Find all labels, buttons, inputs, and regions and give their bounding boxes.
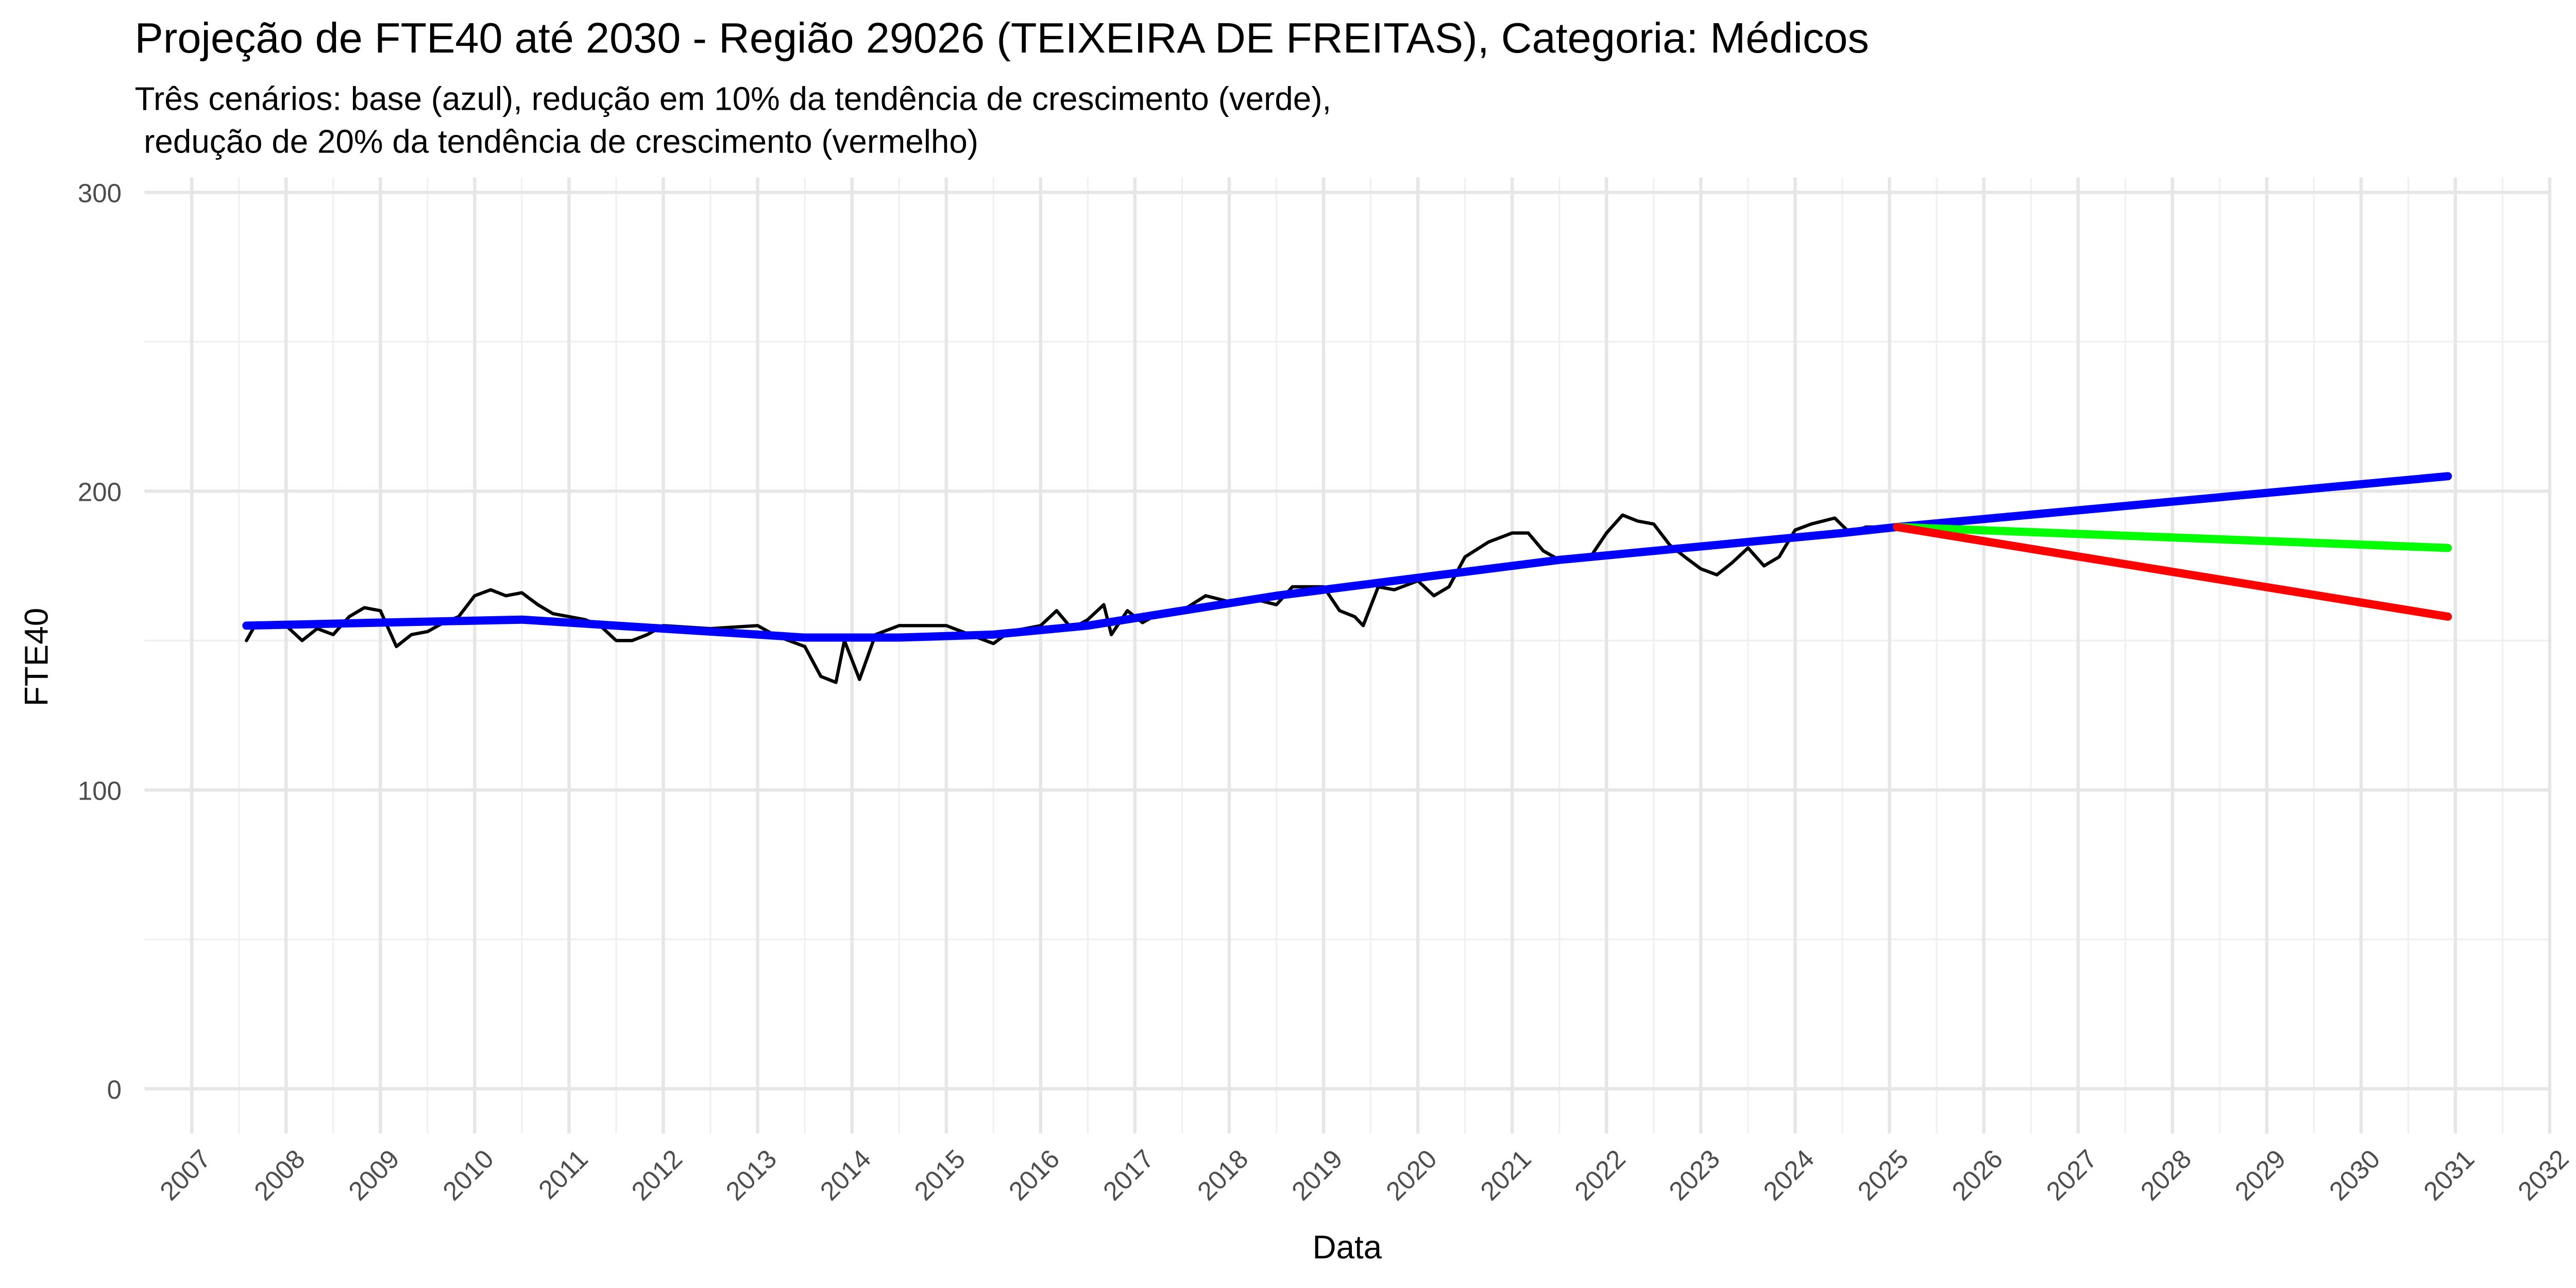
x-tick-label: 2018 [1192, 1144, 1254, 1206]
x-tick-label: 2032 [2512, 1144, 2574, 1206]
x-tick-label: 2007 [154, 1144, 216, 1206]
x-tick-label: 2031 [2418, 1144, 2480, 1206]
y-axis-title: FTE40 [18, 608, 55, 706]
x-tick-label: 2024 [1757, 1144, 1820, 1206]
y-tick-label: 100 [78, 776, 122, 805]
x-tick-label: 2017 [1097, 1144, 1160, 1206]
x-tick-label: 2014 [815, 1144, 877, 1206]
x-tick-label: 2021 [1475, 1144, 1537, 1206]
x-tick-label: 2028 [2135, 1144, 2197, 1206]
x-tick-label: 2019 [1286, 1144, 1348, 1206]
data-line [1893, 522, 2452, 621]
x-tick-label: 2020 [1380, 1144, 1443, 1206]
chart-subtitle: redução de 20% da tendência de crescimen… [134, 123, 978, 160]
y-tick-label: 0 [107, 1075, 122, 1104]
x-axis-title: Data [1312, 1229, 1382, 1266]
x-tick-label: 2022 [1569, 1144, 1631, 1206]
data-line [245, 513, 1899, 684]
y-tick-label: 300 [78, 179, 122, 208]
x-tick-label: 2015 [909, 1144, 971, 1206]
chart-title: Projeção de FTE40 até 2030 - Região 2902… [134, 14, 1869, 62]
grid [144, 177, 2552, 1134]
y-tick-label: 200 [78, 477, 122, 506]
plot-area [242, 472, 2452, 684]
x-tick-label: 2026 [1946, 1144, 2009, 1206]
x-tick-label: 2012 [626, 1144, 688, 1206]
data-line [1893, 522, 2452, 552]
x-tick-label: 2009 [343, 1144, 405, 1206]
x-tick-label: 2016 [1003, 1144, 1065, 1206]
chart-subtitle: Três cenários: base (azul), redução em 1… [134, 80, 1331, 117]
data-line [242, 472, 2452, 642]
x-tick-label: 2010 [437, 1144, 499, 1206]
x-tick-label: 2025 [1852, 1144, 1914, 1206]
x-tick-label: 2027 [2041, 1144, 2103, 1206]
x-tick-label: 2008 [248, 1144, 311, 1206]
x-tick-label: 2030 [2324, 1144, 2386, 1206]
x-tick-label: 2023 [1663, 1144, 1725, 1206]
x-tick-label: 2011 [533, 1144, 594, 1205]
x-tick-label: 2013 [720, 1144, 783, 1206]
x-tick-label: 2029 [2229, 1144, 2292, 1206]
